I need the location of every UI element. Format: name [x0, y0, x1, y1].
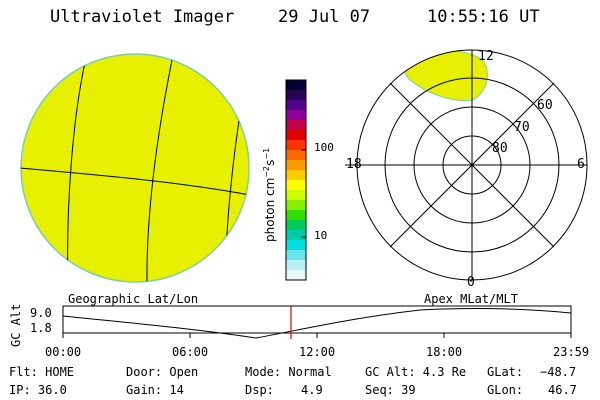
geographic-image — [20, 53, 250, 283]
lat-label-80: 80 — [492, 141, 508, 156]
status-glon-value: 46.7 — [548, 383, 577, 397]
polar-plot — [345, 49, 588, 281]
status-glat-value: −48.7 — [540, 365, 577, 379]
colorbar-frame — [285, 79, 307, 281]
latitude-line — [21, 167, 249, 196]
colorbar-segment — [286, 100, 306, 111]
colorbar-segment — [286, 220, 306, 231]
status-door: Door: Open — [126, 365, 199, 379]
xtick-label: 00:00 — [45, 345, 82, 359]
colorbar-segment — [286, 250, 306, 261]
aurora-patch — [404, 50, 488, 101]
colorbar-segment — [286, 190, 306, 201]
mlt-label-left: 18 — [346, 157, 362, 172]
colorbar-tick-10: 10 — [314, 229, 328, 242]
timeline-ymin: 1.8 — [30, 321, 52, 335]
lat-label-70: 70 — [514, 120, 530, 135]
time-label: 10:55:16 UT — [427, 7, 540, 27]
longitude-line — [146, 59, 173, 282]
status-dsp-label: Dsp: — [245, 383, 274, 397]
altitude-timeline — [62, 305, 572, 339]
colorbar-segment — [286, 80, 306, 91]
status-dsp-value: 4.9 — [301, 383, 323, 397]
colorbar-segment — [286, 120, 306, 131]
xtick-label: 18:00 — [426, 345, 463, 359]
colorbar-tick-100: 100 — [314, 141, 334, 154]
longitude-line — [67, 57, 87, 282]
altitude-curve — [62, 308, 572, 339]
timeline-ylabel: GC Alt — [9, 303, 23, 347]
status-ip: IP: 36.0 — [9, 383, 67, 397]
status-gc-alt: GC Alt: 4.3 Re — [365, 365, 467, 379]
colorbar-segment — [286, 200, 306, 211]
colorbar-segment — [286, 150, 306, 161]
mlt-label-top: 12 — [478, 49, 494, 64]
status-gain: Gain: 14 — [126, 383, 184, 397]
xtick-label: 06:00 — [172, 345, 209, 359]
colorbar-segment — [286, 110, 306, 121]
timeline-left-title: Geographic Lat/Lon — [68, 292, 199, 306]
mlt-label-bottom: 0 — [467, 275, 475, 290]
colorbar-segment — [286, 130, 306, 141]
status-glat-label: GLat: — [487, 365, 524, 379]
timeline-right-title: Apex MLat/MLT — [424, 292, 518, 306]
timeline-ymax: 9.0 — [30, 306, 52, 320]
colorbar-segment — [286, 180, 306, 191]
status-flt: Flt: HOME — [9, 365, 75, 379]
earth-disc — [20, 53, 250, 283]
colorbar-segment — [286, 270, 306, 281]
mlt-label-right: 6 — [577, 157, 585, 172]
date-label: 29 Jul 07 — [278, 7, 371, 27]
xtick-label: 23:59 — [553, 345, 590, 359]
xtick-label: 12:00 — [299, 345, 336, 359]
colorbar-segment — [286, 90, 306, 101]
colorbar-segment — [286, 240, 306, 251]
status-seq: Seq: 39 — [365, 383, 416, 397]
colorbar — [285, 79, 307, 281]
status-mode: Mode: Normal — [245, 365, 332, 379]
colorbar-unit-label: photon cm−2s−1 — [262, 147, 277, 242]
timeline-frame — [62, 305, 572, 334]
instrument-title: Ultraviolet Imager — [50, 7, 235, 27]
status-glon-label: GLon: — [487, 383, 524, 397]
colorbar-segment — [286, 160, 306, 171]
colorbar-segment — [286, 260, 306, 271]
colorbar-segment — [286, 140, 306, 151]
lat-label-60: 60 — [537, 98, 553, 113]
colorbar-segment — [286, 230, 306, 241]
mlt-line-diag2 — [389, 82, 555, 248]
colorbar-segment — [286, 170, 306, 181]
colorbar-segment — [286, 210, 306, 221]
